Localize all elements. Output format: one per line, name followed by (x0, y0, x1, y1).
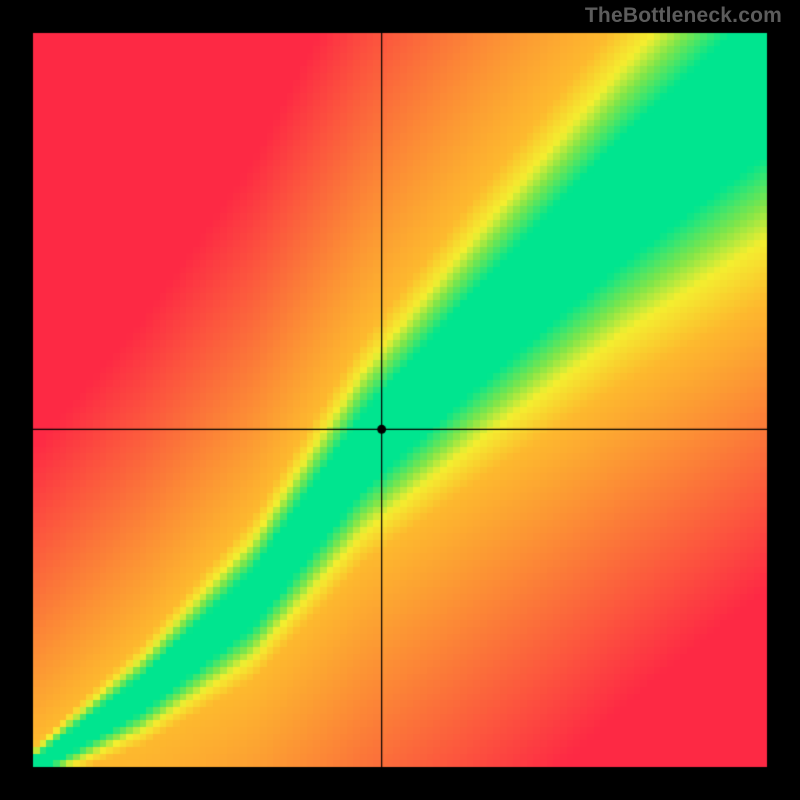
watermark-text: TheBottleneck.com (585, 4, 782, 28)
bottleneck-heatmap (0, 0, 800, 800)
chart-container: TheBottleneck.com (0, 0, 800, 800)
